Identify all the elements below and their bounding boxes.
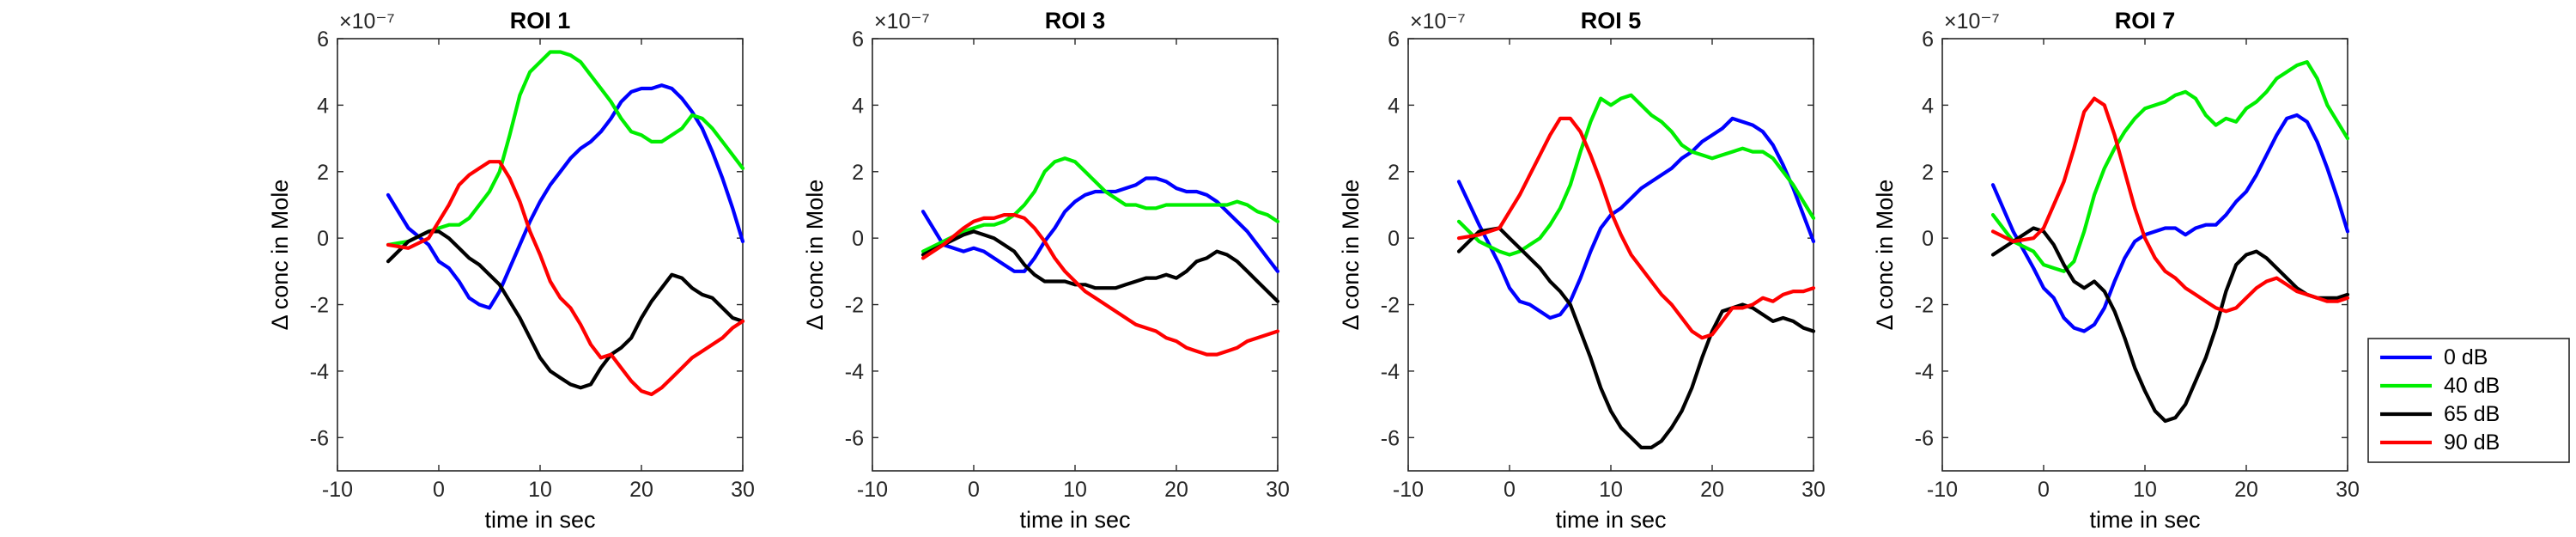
x-axis-label: time in sec bbox=[1019, 507, 1130, 533]
y-axis-label: Δ conc in Mole bbox=[802, 180, 828, 331]
plot-area-frame bbox=[872, 38, 1279, 472]
y-tick-label: 6 bbox=[1388, 27, 1400, 52]
series-line-90-db bbox=[386, 160, 745, 397]
y-tick-label: 6 bbox=[1922, 27, 1934, 52]
y-tick-label: 4 bbox=[317, 94, 329, 118]
y-tick-label: -6 bbox=[310, 426, 329, 450]
series-line-40-db bbox=[1456, 93, 1816, 257]
chart-title: ROI 5 bbox=[1581, 8, 1642, 34]
y-axis-label: Δ conc in Mole bbox=[267, 180, 293, 331]
y-tick-label: -2 bbox=[1915, 294, 1934, 318]
x-tick-label: 30 bbox=[1266, 478, 1290, 502]
x-tick-label: 30 bbox=[2336, 478, 2360, 502]
chart-panel-2: -10 0 10 20 30 -6 -4 -2 0 2 4 6 ×10⁻⁷ ROI 3 time in se… bbox=[802, 8, 1290, 533]
series-line-90-db bbox=[920, 213, 1280, 357]
series-line-90-db bbox=[1456, 116, 1816, 340]
x-tick-label: 10 bbox=[2133, 478, 2157, 502]
y-tick-label: 6 bbox=[852, 27, 864, 52]
y-tick-label: 0 bbox=[1922, 227, 1934, 251]
x-tick-label: 20 bbox=[1164, 478, 1188, 502]
series-line-40-db bbox=[920, 156, 1280, 253]
y-tick-label: 0 bbox=[852, 227, 864, 251]
legend-entry-label: 0 dB bbox=[2444, 345, 2488, 369]
y-exponent-label: ×10⁻⁷ bbox=[1410, 9, 1466, 34]
x-tick-label: 30 bbox=[731, 478, 755, 502]
series-line-65-db bbox=[386, 229, 745, 390]
x-tick-label: 0 bbox=[1504, 478, 1516, 502]
series-line-0-db bbox=[920, 176, 1280, 273]
y-tick-label: 2 bbox=[852, 161, 864, 185]
y-tick-label: -4 bbox=[310, 360, 329, 384]
x-tick-label: 20 bbox=[629, 478, 653, 502]
x-tick-label: -10 bbox=[1927, 478, 1958, 502]
y-tick-label: -2 bbox=[1381, 294, 1400, 318]
x-tick-label: -10 bbox=[857, 478, 888, 502]
legend-entry-label: 65 dB bbox=[2444, 402, 2500, 426]
series-line-90-db bbox=[1990, 96, 2350, 314]
legend: 0 dB 40 dB 65 dB 90 dB bbox=[2367, 338, 2570, 463]
x-tick-label: 20 bbox=[2234, 478, 2258, 502]
x-tick-label: 0 bbox=[2038, 478, 2050, 502]
series-line-40-db bbox=[1990, 59, 2350, 273]
y-exponent-label: ×10⁻⁷ bbox=[1944, 9, 2000, 34]
chart-title: ROI 7 bbox=[2115, 8, 2176, 34]
x-axis-label: time in sec bbox=[1555, 507, 1666, 533]
x-axis-label: time in sec bbox=[2089, 507, 2200, 533]
series-line-0-db bbox=[386, 83, 745, 310]
series-line-65-db bbox=[1456, 226, 1816, 450]
series-line-65-db bbox=[1990, 226, 2350, 424]
x-tick-label: 10 bbox=[528, 478, 552, 502]
x-tick-label: 10 bbox=[1063, 478, 1087, 502]
x-tick-label: 10 bbox=[1599, 478, 1623, 502]
y-tick-label: -6 bbox=[1381, 426, 1400, 450]
y-tick-label: 6 bbox=[317, 27, 329, 52]
series-line-0-db bbox=[1456, 116, 1816, 320]
x-tick-label: 0 bbox=[968, 478, 980, 502]
chart-title: ROI 1 bbox=[510, 8, 571, 34]
y-tick-label: -6 bbox=[845, 426, 864, 450]
y-tick-label: 2 bbox=[1922, 161, 1934, 185]
x-tick-label: 20 bbox=[1700, 478, 1724, 502]
plot-area-frame bbox=[1941, 38, 2348, 472]
y-tick-label: 0 bbox=[317, 227, 329, 251]
y-tick-label: -2 bbox=[845, 294, 864, 318]
x-tick-label: -10 bbox=[322, 478, 353, 502]
x-tick-label: 30 bbox=[1801, 478, 1826, 502]
y-tick-label: -4 bbox=[845, 360, 864, 384]
chart-title: ROI 3 bbox=[1045, 8, 1106, 34]
chart-panel-1: -10 0 10 20 30 -6 -4 -2 0 2 4 6 ×10⁻⁷ ROI 1 time in se… bbox=[267, 8, 755, 533]
y-axis-label: Δ conc in Mole bbox=[1338, 180, 1364, 331]
series-line-40-db bbox=[386, 50, 745, 247]
chart-panel-4: -10 0 10 20 30 -6 -4 -2 0 2 4 6 ×10⁻⁷ ROI 7 time in se… bbox=[1872, 8, 2360, 533]
x-tick-label: 0 bbox=[433, 478, 445, 502]
y-axis-label: Δ conc in Mole bbox=[1872, 180, 1898, 331]
y-tick-label: 4 bbox=[852, 94, 864, 118]
series-line-0-db bbox=[1990, 113, 2350, 333]
y-tick-label: 2 bbox=[1388, 161, 1400, 185]
x-tick-label: -10 bbox=[1393, 478, 1424, 502]
series-line-65-db bbox=[920, 229, 1280, 303]
y-tick-label: 4 bbox=[1388, 94, 1400, 118]
y-tick-label: 2 bbox=[317, 161, 329, 185]
legend-entry-label: 90 dB bbox=[2444, 430, 2500, 455]
chart-panel-3: -10 0 10 20 30 -6 -4 -2 0 2 4 6 ×10⁻⁷ ROI 5 time in se… bbox=[1338, 8, 1826, 533]
y-tick-label: -2 bbox=[310, 294, 329, 318]
y-exponent-label: ×10⁻⁷ bbox=[874, 9, 930, 34]
y-tick-label: -4 bbox=[1915, 360, 1934, 384]
y-tick-label: 4 bbox=[1922, 94, 1934, 118]
x-axis-label: time in sec bbox=[484, 507, 595, 533]
y-tick-label: -4 bbox=[1381, 360, 1400, 384]
legend-entry-label: 40 dB bbox=[2444, 374, 2500, 398]
y-exponent-label: ×10⁻⁷ bbox=[339, 9, 395, 34]
y-tick-label: 0 bbox=[1388, 227, 1400, 251]
y-tick-label: -6 bbox=[1915, 426, 1934, 450]
